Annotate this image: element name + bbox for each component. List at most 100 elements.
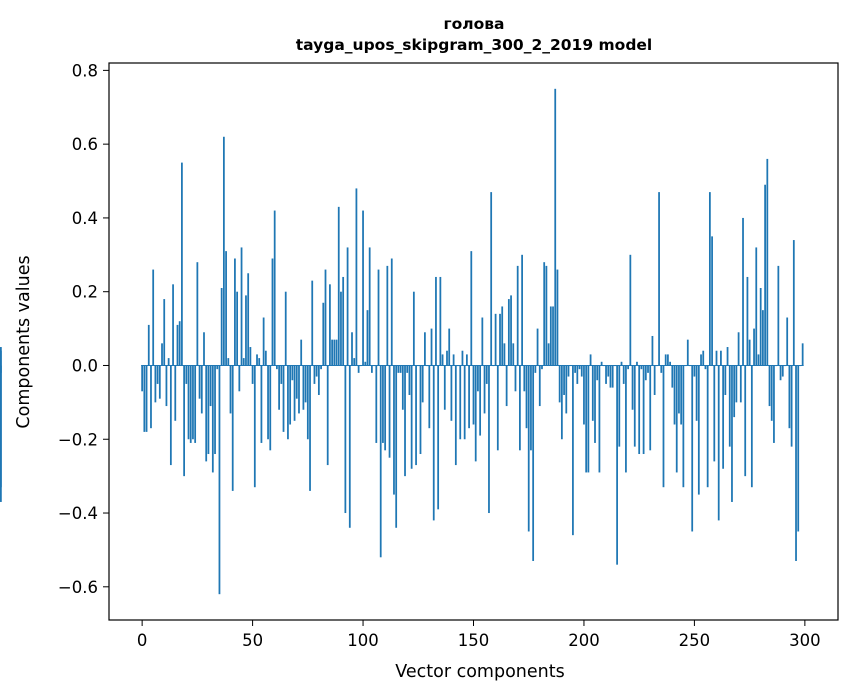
bar-201 — [585, 365, 588, 473]
y-tick-label: 0.2 — [72, 283, 98, 302]
bar-66 — [287, 365, 289, 440]
bar-145 — [461, 350, 464, 366]
bar-124 — [415, 365, 417, 466]
bar-11 — [165, 365, 168, 407]
bar-224 — [636, 361, 638, 366]
bar-219 — [625, 365, 627, 473]
bar-79 — [315, 365, 318, 377]
bar-286 — [773, 365, 775, 443]
bar-295 — [792, 240, 795, 366]
bar-293 — [788, 365, 791, 429]
bar-67 — [289, 365, 292, 425]
bar-232 — [653, 365, 656, 395]
bar-297 — [797, 365, 800, 532]
bar-289 — [779, 365, 782, 381]
bar-275 — [748, 339, 751, 366]
bar-265 — [726, 347, 729, 366]
bar-33 — [214, 365, 216, 455]
bar-113 — [390, 258, 393, 366]
bar-284 — [768, 365, 771, 407]
bar-undefined — [0, 365, 2, 488]
bar-44 — [238, 365, 241, 392]
bar-57 — [267, 365, 269, 440]
bar-141 — [452, 354, 455, 366]
bar-294 — [790, 365, 793, 447]
bar-53 — [258, 358, 261, 366]
bar-269 — [735, 365, 738, 403]
bar-229 — [647, 365, 649, 373]
bar-107 — [377, 269, 380, 366]
bar-271 — [739, 365, 742, 403]
x-tick-label: 50 — [242, 631, 263, 650]
bar-208 — [600, 361, 603, 366]
bar-5 — [152, 269, 155, 366]
bar-157 — [488, 365, 490, 514]
bar-197 — [576, 365, 579, 384]
bar-136 — [441, 354, 444, 366]
bar-264 — [724, 365, 727, 395]
bar-183 — [545, 265, 548, 366]
bar-192 — [565, 365, 568, 414]
bar-71 — [298, 365, 300, 414]
bar-200 — [583, 365, 585, 425]
bar-171 — [519, 365, 521, 451]
bar-270 — [737, 332, 740, 366]
bar-41 — [231, 365, 234, 491]
bar-30 — [207, 365, 210, 455]
bar-3 — [147, 324, 150, 366]
y-tick-label: −0.6 — [58, 578, 98, 597]
bar-83 — [324, 269, 327, 366]
bar-241 — [673, 365, 676, 425]
bar-94 — [348, 365, 351, 528]
bar-204 — [591, 365, 594, 421]
bar-258 — [711, 236, 713, 366]
bar-234 — [658, 192, 660, 366]
bar-127 — [421, 365, 424, 403]
bar-54 — [260, 365, 263, 443]
bar-169 — [514, 365, 517, 392]
bar-68 — [291, 365, 294, 381]
bar-28 — [203, 332, 205, 366]
bar-144 — [459, 365, 462, 440]
bar-18 — [181, 162, 183, 366]
bar-254 — [702, 350, 705, 366]
y-axis-label: Components values — [14, 255, 34, 428]
bar-243 — [678, 365, 680, 414]
bar-134 — [437, 365, 440, 510]
bar-223 — [633, 365, 636, 447]
bar-151 — [474, 365, 477, 462]
bar-118 — [401, 365, 404, 410]
bar-149 — [470, 251, 473, 366]
y-tick-label: −0.4 — [58, 504, 98, 523]
bar-255 — [704, 365, 707, 370]
bar-218 — [622, 365, 625, 384]
bar-262 — [720, 350, 722, 366]
bar-101 — [364, 361, 367, 366]
bar-242 — [675, 365, 678, 473]
bar-0 — [141, 365, 144, 392]
bar-142 — [454, 365, 457, 466]
bar-191 — [563, 365, 565, 395]
bar-235 — [660, 365, 663, 373]
bar-50 — [251, 365, 254, 384]
bar-72 — [300, 339, 303, 366]
x-tick-label: 250 — [679, 631, 711, 650]
bar-17 — [178, 321, 181, 366]
bar-210 — [605, 365, 607, 384]
bar-104 — [371, 365, 373, 373]
bar-146 — [463, 365, 466, 440]
bar-176 — [530, 365, 532, 451]
bar-128 — [424, 332, 426, 366]
bar-228 — [644, 365, 647, 381]
bar-60 — [273, 210, 276, 366]
bar-253 — [700, 354, 702, 366]
bars-group — [0, 88, 804, 595]
bar-74 — [304, 365, 307, 403]
bar-268 — [733, 365, 736, 418]
bar-184 — [547, 343, 550, 366]
bar-164 — [503, 343, 506, 366]
bar-247 — [686, 339, 689, 366]
bar-27 — [200, 365, 203, 414]
bar-237 — [664, 354, 667, 366]
bar-29 — [205, 365, 208, 462]
